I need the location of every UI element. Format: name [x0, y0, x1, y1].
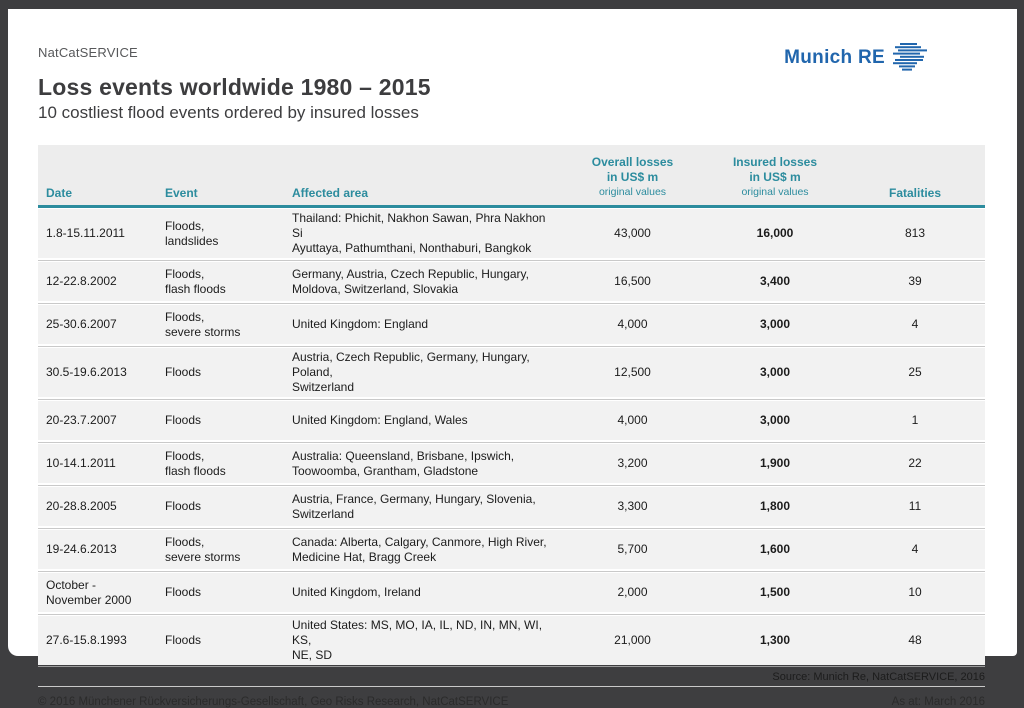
- cell-fatalities: 10: [908, 585, 922, 599]
- cell-event: Floods, severe storms: [165, 534, 241, 564]
- table-row: 10-14.1.2011 Floods, flash floods Austra…: [38, 444, 985, 486]
- cell-event: Floods: [165, 633, 202, 647]
- cell-date: 20-23.7.2007: [46, 413, 117, 427]
- table-row: 12-22.8.2002 Floods, flash floods German…: [38, 262, 985, 304]
- page-footer: © 2016 Münchener Rückversicherungs-Gesel…: [38, 696, 985, 708]
- table-header-row: Date Event Affected area Overall losses …: [38, 145, 985, 208]
- table-row: 20-28.8.2005 Floods Austria, France, Ger…: [38, 487, 985, 529]
- page-title: Loss events worldwide 1980 – 2015: [38, 74, 431, 100]
- cell-overall-losses: 3,200: [617, 456, 648, 470]
- page-subtitle: 10 costliest flood events ordered by ins…: [38, 103, 419, 122]
- header-insured-line2: in US$ m: [749, 170, 801, 184]
- cell-fatalities: 4: [911, 542, 919, 556]
- table-row: October - November 2000 Floods United Ki…: [38, 573, 985, 615]
- cell-insured-losses: 3,000: [759, 317, 791, 331]
- document-page: NatCatSERVICE Munich RE Loss events worl…: [8, 9, 1017, 708]
- cell-insured-losses: 3,400: [759, 274, 791, 288]
- munich-re-stacked-lines-icon: [893, 43, 927, 71]
- munich-re-logo: Munich RE: [784, 43, 927, 73]
- header-event: Event: [165, 186, 198, 200]
- cell-date: 12-22.8.2002: [46, 274, 117, 288]
- cell-fatalities: 4: [911, 317, 919, 331]
- cell-affected-area: Thailand: Phichit, Nakhon Sawan, Phra Na…: [292, 211, 546, 255]
- cell-fatalities: 813: [904, 226, 926, 240]
- cell-overall-losses: 4,000: [617, 317, 648, 331]
- brand-label: NatCatSERVICE: [38, 45, 138, 60]
- cell-insured-losses: 3,000: [759, 365, 791, 379]
- header-affected-area: Affected area: [292, 186, 369, 200]
- cell-event: Floods, landslides: [165, 218, 219, 248]
- cell-affected-area: United Kingdom, Ireland: [292, 585, 421, 599]
- cell-event: Floods: [165, 413, 202, 427]
- table-body: 1.8-15.11.2011 Floods, landslides Thaila…: [38, 209, 985, 667]
- footer-as-at-date: As at: March 2016: [891, 696, 985, 708]
- source-note: Source: Munich Re, NatCatSERVICE, 2016: [38, 668, 985, 687]
- cell-date: 30.5-19.6.2013: [46, 365, 127, 379]
- cell-affected-area: United Kingdom: England, Wales: [292, 413, 468, 427]
- cell-overall-losses: 4,000: [617, 413, 648, 427]
- cell-overall-losses: 2,000: [617, 585, 648, 599]
- cell-event: Floods, flash floods: [165, 448, 226, 478]
- cell-affected-area: United States: MS, MO, IA, IL, ND, IN, M…: [292, 618, 543, 662]
- cell-overall-losses: 5,700: [617, 542, 648, 556]
- cell-date: 20-28.8.2005: [46, 499, 117, 513]
- table-row: 27.6-15.8.1993 Floods United States: MS,…: [38, 616, 985, 667]
- cell-fatalities: 25: [908, 365, 922, 379]
- header-overall-line2: in US$ m: [606, 170, 659, 184]
- table-row: 19-24.6.2013 Floods, severe storms Canad…: [38, 530, 985, 572]
- cell-insured-losses: 1,600: [759, 542, 791, 556]
- header-fatalities: Fatalities: [888, 186, 942, 200]
- cell-date: 27.6-15.8.1993: [46, 633, 127, 647]
- cell-event: Floods: [165, 365, 202, 379]
- cell-overall-losses: 12,500: [614, 365, 651, 379]
- header-date: Date: [46, 186, 73, 200]
- cell-insured-losses: 1,800: [759, 499, 791, 513]
- table-row: 25-30.6.2007 Floods, severe storms Unite…: [38, 305, 985, 347]
- cell-insured-losses: 1,300: [759, 633, 791, 647]
- cell-affected-area: Austria, Czech Republic, Germany, Hungar…: [292, 350, 530, 394]
- header-overall-line3: original values: [598, 186, 667, 198]
- cell-insured-losses: 16,000: [756, 226, 794, 240]
- cell-fatalities: 39: [908, 274, 922, 288]
- header-overall-losses: Overall losses in US$ m original values: [560, 155, 705, 205]
- header-insured-losses: Insured losses in US$ m original values: [705, 155, 845, 205]
- cell-fatalities: 11: [908, 499, 922, 513]
- cell-affected-area: United Kingdom: England: [292, 317, 429, 331]
- cell-insured-losses: 1,900: [759, 456, 791, 470]
- cell-event: Floods: [165, 499, 202, 513]
- header-insured-line3: original values: [741, 186, 809, 198]
- munich-re-logo-text: Munich RE: [784, 47, 885, 68]
- flood-events-table: Date Event Affected area Overall losses …: [38, 145, 985, 687]
- cell-affected-area: Canada: Alberta, Calgary, Canmore, High …: [292, 534, 547, 564]
- table-row: 30.5-19.6.2013 Floods Austria, Czech Rep…: [38, 348, 985, 400]
- cell-insured-losses: 3,000: [759, 413, 791, 427]
- cell-event: Floods: [165, 585, 202, 599]
- cell-date: 1.8-15.11.2011: [46, 226, 125, 240]
- cell-fatalities: 22: [908, 456, 922, 470]
- cell-fatalities: 1: [911, 413, 919, 427]
- table-row: 1.8-15.11.2011 Floods, landslides Thaila…: [38, 209, 985, 261]
- header-overall-line1: Overall losses: [591, 155, 674, 169]
- cell-event: Floods, severe storms: [165, 309, 241, 339]
- cell-overall-losses: 43,000: [614, 226, 651, 240]
- cell-date: 25-30.6.2007: [46, 317, 117, 331]
- cell-date: October - November 2000: [46, 577, 132, 607]
- cell-event: Floods, flash floods: [165, 266, 226, 296]
- cell-insured-losses: 1,500: [759, 585, 791, 599]
- cell-affected-area: Australia: Queensland, Brisbane, Ipswich…: [292, 448, 515, 478]
- cell-overall-losses: 16,500: [614, 274, 651, 288]
- cell-date: 10-14.1.2011: [46, 456, 116, 470]
- table-row: 20-23.7.2007 Floods United Kingdom: Engl…: [38, 401, 985, 443]
- cell-fatalities: 48: [908, 633, 922, 647]
- cell-overall-losses: 3,300: [617, 499, 648, 513]
- cell-date: 19-24.6.2013: [46, 542, 117, 556]
- cell-overall-losses: 21,000: [614, 633, 651, 647]
- footer-copyright: © 2016 Münchener Rückversicherungs-Gesel…: [38, 696, 509, 708]
- cell-affected-area: Austria, France, Germany, Hungary, Slove…: [292, 491, 536, 521]
- cell-affected-area: Germany, Austria, Czech Republic, Hungar…: [292, 266, 529, 296]
- header-insured-line1: Insured losses: [732, 155, 818, 169]
